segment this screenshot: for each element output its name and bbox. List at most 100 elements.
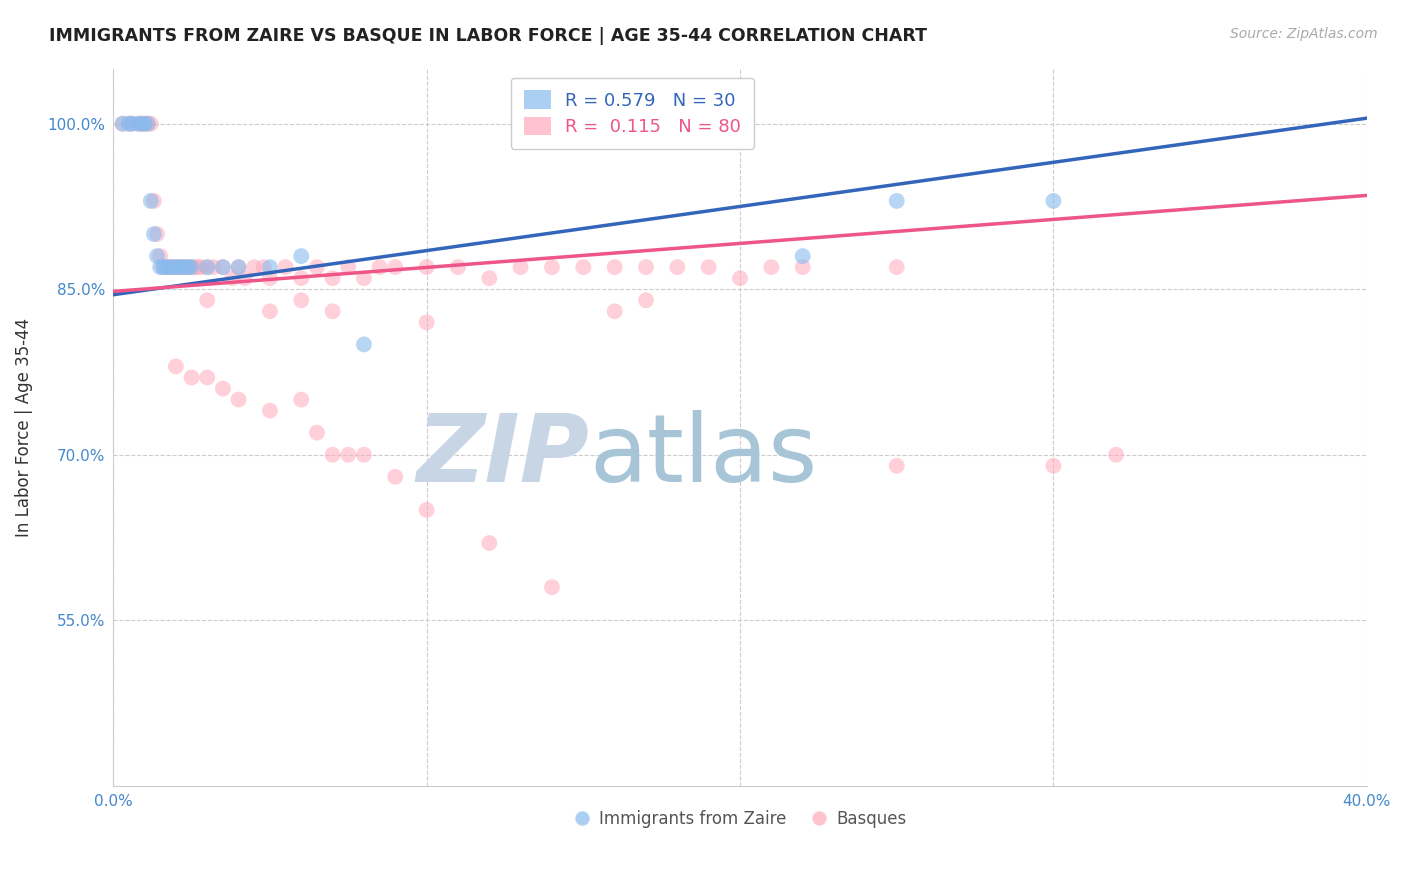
Point bbox=[174, 260, 197, 274]
Point bbox=[322, 304, 344, 318]
Point bbox=[415, 503, 437, 517]
Point bbox=[177, 260, 200, 274]
Point bbox=[187, 260, 209, 274]
Point bbox=[792, 260, 814, 274]
Point bbox=[384, 260, 406, 274]
Point bbox=[212, 260, 235, 274]
Point bbox=[134, 117, 156, 131]
Point bbox=[290, 271, 312, 285]
Point bbox=[228, 392, 250, 407]
Point bbox=[131, 117, 153, 131]
Point bbox=[666, 260, 689, 274]
Point bbox=[136, 117, 159, 131]
Point bbox=[478, 536, 501, 550]
Point bbox=[167, 260, 190, 274]
Point bbox=[139, 194, 162, 208]
Point bbox=[149, 249, 172, 263]
Point bbox=[139, 117, 162, 131]
Point bbox=[290, 392, 312, 407]
Point bbox=[243, 260, 266, 274]
Point bbox=[134, 117, 156, 131]
Point bbox=[259, 271, 281, 285]
Point bbox=[165, 359, 187, 374]
Point bbox=[1042, 194, 1064, 208]
Point bbox=[728, 271, 751, 285]
Point bbox=[337, 448, 360, 462]
Text: ZIP: ZIP bbox=[416, 409, 589, 502]
Point bbox=[603, 260, 626, 274]
Point bbox=[155, 260, 177, 274]
Point bbox=[202, 260, 225, 274]
Point bbox=[792, 249, 814, 263]
Point bbox=[886, 194, 908, 208]
Point bbox=[259, 403, 281, 417]
Point bbox=[152, 260, 174, 274]
Legend: Immigrants from Zaire, Basques: Immigrants from Zaire, Basques bbox=[567, 804, 912, 835]
Point bbox=[541, 260, 564, 274]
Point bbox=[368, 260, 391, 274]
Point bbox=[228, 260, 250, 274]
Point bbox=[353, 448, 375, 462]
Point bbox=[183, 260, 205, 274]
Point bbox=[121, 117, 143, 131]
Point bbox=[167, 260, 190, 274]
Point bbox=[162, 260, 184, 274]
Point bbox=[384, 470, 406, 484]
Point bbox=[509, 260, 531, 274]
Text: atlas: atlas bbox=[589, 409, 818, 502]
Point bbox=[121, 117, 143, 131]
Point bbox=[159, 260, 181, 274]
Point bbox=[111, 117, 134, 131]
Point bbox=[149, 260, 172, 274]
Point bbox=[322, 271, 344, 285]
Point bbox=[228, 260, 250, 274]
Point bbox=[603, 304, 626, 318]
Point bbox=[118, 117, 141, 131]
Point bbox=[447, 260, 470, 274]
Point bbox=[886, 260, 908, 274]
Point bbox=[212, 260, 235, 274]
Point bbox=[172, 260, 194, 274]
Point bbox=[165, 260, 187, 274]
Point bbox=[111, 117, 134, 131]
Point bbox=[146, 227, 169, 241]
Point bbox=[127, 117, 149, 131]
Point bbox=[190, 260, 212, 274]
Point bbox=[305, 425, 328, 440]
Point bbox=[290, 293, 312, 308]
Point bbox=[274, 260, 297, 274]
Point bbox=[697, 260, 720, 274]
Point bbox=[253, 260, 276, 274]
Point bbox=[415, 315, 437, 329]
Point bbox=[634, 293, 657, 308]
Point bbox=[305, 260, 328, 274]
Point bbox=[180, 260, 202, 274]
Point bbox=[177, 260, 200, 274]
Point bbox=[233, 271, 256, 285]
Text: Source: ZipAtlas.com: Source: ZipAtlas.com bbox=[1230, 27, 1378, 41]
Point bbox=[143, 194, 166, 208]
Point bbox=[131, 117, 153, 131]
Point bbox=[195, 260, 218, 274]
Point bbox=[195, 370, 218, 384]
Point bbox=[353, 337, 375, 351]
Point bbox=[165, 260, 187, 274]
Point bbox=[322, 448, 344, 462]
Point bbox=[761, 260, 783, 274]
Point bbox=[634, 260, 657, 274]
Point bbox=[180, 370, 202, 384]
Point bbox=[221, 271, 243, 285]
Text: IMMIGRANTS FROM ZAIRE VS BASQUE IN LABOR FORCE | AGE 35-44 CORRELATION CHART: IMMIGRANTS FROM ZAIRE VS BASQUE IN LABOR… bbox=[49, 27, 927, 45]
Point bbox=[162, 260, 184, 274]
Point bbox=[290, 249, 312, 263]
Point bbox=[159, 260, 181, 274]
Point bbox=[541, 580, 564, 594]
Point bbox=[1105, 448, 1128, 462]
Point bbox=[127, 117, 149, 131]
Point bbox=[143, 227, 166, 241]
Point bbox=[415, 260, 437, 274]
Point bbox=[146, 249, 169, 263]
Point bbox=[337, 260, 360, 274]
Point bbox=[259, 260, 281, 274]
Point bbox=[180, 260, 202, 274]
